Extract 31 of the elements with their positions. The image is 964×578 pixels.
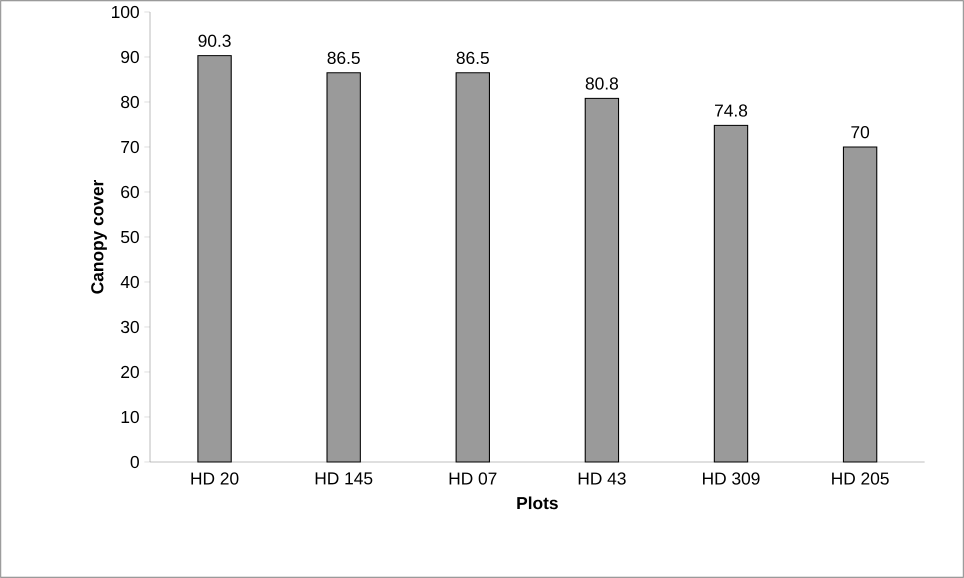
y-tick-label: 0 [130,456,139,468]
bar [842,146,878,463]
x-tick-label: HD 205 [832,472,889,485]
y-tick-label: 50 [121,230,139,244]
y-tick-label: 90 [121,50,139,64]
y-tick-label: 60 [121,186,139,198]
bar [456,72,490,463]
data-label: 74.8 [715,104,748,117]
y-tick-label: 80 [121,96,139,108]
data-label: 86.5 [456,52,489,64]
data-label: 70 [851,126,870,138]
y-tick-label: 70 [121,140,139,154]
y-axis-title: Canopy cover [91,180,107,294]
bar [197,55,232,463]
y-tick-label: 40 [120,276,139,288]
bar [714,124,748,463]
x-tick-label: HD 43 [578,472,626,485]
x-tick-label: HD 309 [703,472,760,485]
data-label: 80.8 [586,77,618,90]
data-label: 90.3 [198,34,231,47]
data-label: 86.5 [328,52,360,64]
y-tick-label: 10 [122,410,139,424]
bar [326,72,361,463]
y-tick-label: 100 [112,6,139,18]
y-tick-label: 30 [120,320,139,334]
y-tick-label: 20 [121,366,139,378]
bar [584,98,620,463]
x-tick-label: HD 07 [450,472,496,485]
x-axis-title: Plots [517,496,558,510]
x-tick-label: HD 20 [191,472,238,485]
x-tick-label: HD 145 [316,472,372,484]
